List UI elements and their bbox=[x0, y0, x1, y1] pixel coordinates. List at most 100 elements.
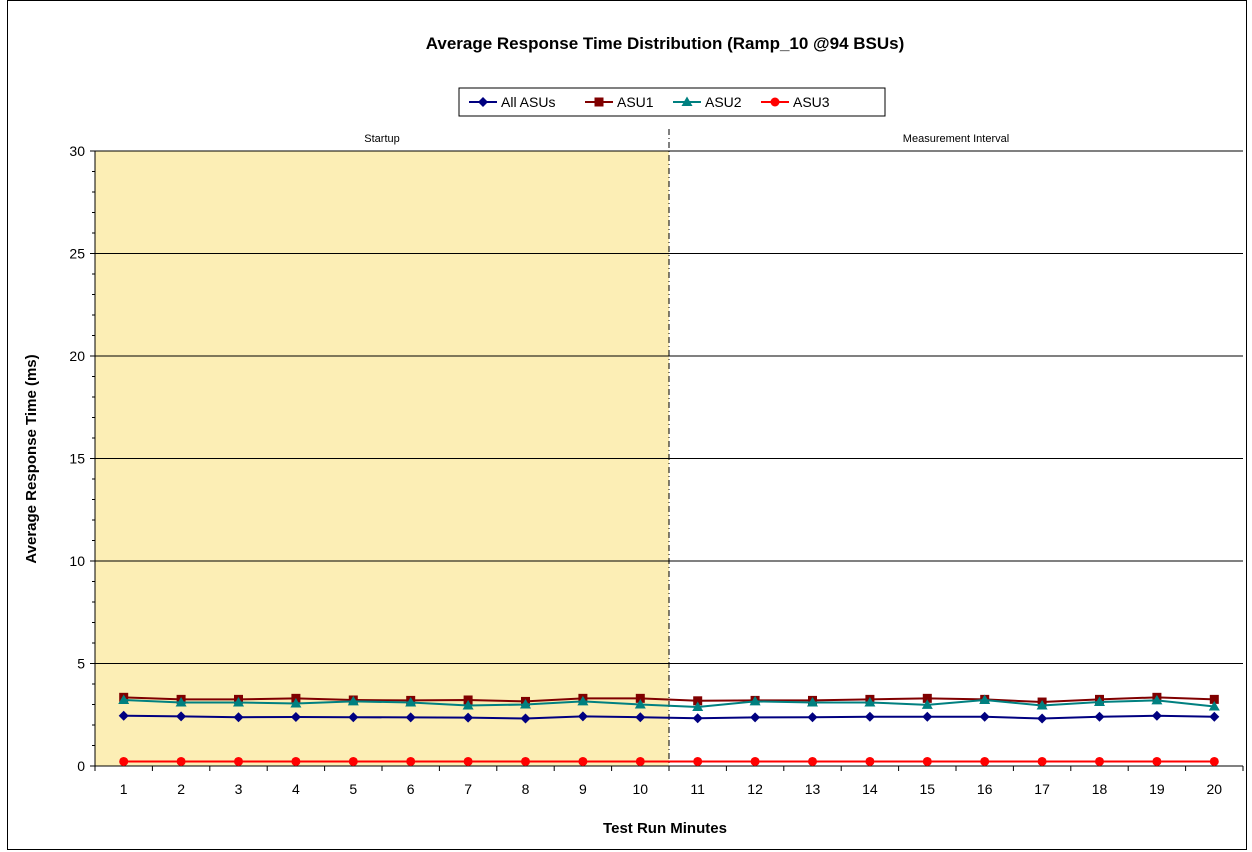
series-line-asu1 bbox=[123, 696, 1215, 704]
data-point-all-asus-18 bbox=[1094, 711, 1105, 722]
y-tick-label-0: 0 bbox=[77, 758, 85, 774]
data-point-asu3-19 bbox=[1152, 756, 1162, 766]
data-point-asu3-18 bbox=[1095, 756, 1104, 766]
x-tick-label-13: 13 bbox=[805, 781, 821, 797]
chart-title: Average Response Time Distribution (Ramp… bbox=[426, 34, 905, 53]
y-tick-label-25: 25 bbox=[69, 246, 85, 262]
data-point-asu2-10 bbox=[634, 699, 646, 709]
data-point-asu2-1 bbox=[118, 694, 130, 704]
data-point-asu3-1 bbox=[119, 756, 129, 766]
x-tick-label-1: 1 bbox=[120, 781, 128, 797]
legend-marker-all-asus bbox=[478, 97, 488, 107]
x-tick-label-8: 8 bbox=[522, 781, 530, 797]
data-point-all-asus-13 bbox=[807, 712, 818, 723]
data-point-asu3-12 bbox=[750, 756, 760, 766]
data-point-all-asus-19 bbox=[1151, 710, 1162, 721]
data-point-asu3-7 bbox=[463, 756, 473, 766]
x-tick-label-18: 18 bbox=[1092, 781, 1108, 797]
data-point-all-asus-15 bbox=[922, 711, 933, 722]
legend-marker-asu3 bbox=[770, 97, 780, 107]
data-point-all-asus-5 bbox=[348, 712, 359, 723]
data-point-all-asus-12 bbox=[750, 712, 761, 723]
data-point-asu2-14 bbox=[864, 696, 876, 707]
data-point-asu2-6 bbox=[405, 696, 417, 707]
data-point-asu2-5 bbox=[347, 695, 359, 706]
data-point-asu3-13 bbox=[808, 756, 817, 766]
x-tick-label-5: 5 bbox=[349, 781, 357, 797]
data-point-asu2-2 bbox=[175, 696, 187, 707]
data-point-all-asus-3 bbox=[233, 712, 244, 723]
data-point-asu2-7 bbox=[462, 700, 474, 710]
legend-label-asu3: ASU3 bbox=[793, 94, 830, 110]
data-point-asu3-20 bbox=[1209, 756, 1219, 766]
x-tick-label-17: 17 bbox=[1034, 781, 1050, 797]
data-point-asu2-13 bbox=[807, 696, 818, 707]
data-point-asu3-6 bbox=[406, 756, 416, 766]
data-point-all-asus-17 bbox=[1037, 713, 1048, 724]
data-point-asu3-15 bbox=[922, 756, 932, 766]
data-point-asu3-17 bbox=[1037, 756, 1047, 766]
data-point-asu1-15 bbox=[922, 693, 932, 703]
data-point-asu1-11 bbox=[693, 696, 703, 706]
x-tick-label-9: 9 bbox=[579, 781, 587, 797]
data-point-asu1-10 bbox=[635, 693, 645, 703]
data-point-asu3-9 bbox=[578, 756, 588, 766]
data-point-asu2-16 bbox=[979, 694, 991, 704]
x-axis-title: Test Run Minutes bbox=[603, 820, 727, 837]
data-point-asu3-4 bbox=[291, 756, 301, 766]
y-tick-label-5: 5 bbox=[77, 656, 85, 672]
data-point-all-asus-11 bbox=[692, 713, 703, 724]
data-point-asu2-15 bbox=[921, 699, 933, 709]
data-point-asu2-20 bbox=[1208, 701, 1220, 711]
plot-layer: Startup Measurement Interval0510152025301… bbox=[69, 129, 1244, 797]
y-tick-label-30: 30 bbox=[69, 143, 85, 159]
data-point-asu3-10 bbox=[635, 756, 645, 766]
data-point-asu3-8 bbox=[521, 756, 530, 766]
region-label-measurement: Measurement Interval bbox=[903, 133, 1009, 145]
data-point-all-asus-2 bbox=[176, 711, 187, 722]
data-point-all-asus-9 bbox=[577, 711, 588, 722]
data-point-asu2-8 bbox=[520, 699, 531, 709]
legend: All ASUs ASU1 ASU2 ASU3 bbox=[458, 87, 886, 117]
series-line-all-asus bbox=[123, 714, 1215, 720]
x-tick-label-16: 16 bbox=[977, 781, 993, 797]
data-point-asu2-4 bbox=[290, 697, 302, 708]
x-tick-label-3: 3 bbox=[235, 781, 243, 797]
data-point-asu3-2 bbox=[176, 756, 186, 766]
data-point-asu2-11 bbox=[692, 701, 704, 711]
x-tick-label-4: 4 bbox=[292, 781, 300, 797]
data-point-all-asus-6 bbox=[405, 712, 416, 723]
legend-label-asu1: ASU1 bbox=[617, 94, 654, 110]
y-axis-title: Average Response Time (ms) bbox=[23, 354, 40, 563]
data-point-all-asus-7 bbox=[463, 712, 474, 723]
data-point-all-asus-16 bbox=[979, 711, 990, 722]
data-point-asu3-14 bbox=[865, 756, 875, 766]
data-point-asu2-3 bbox=[233, 696, 244, 707]
chart-svg: Average Response Time Distribution (Ramp… bbox=[23, 34, 1244, 837]
x-tick-label-11: 11 bbox=[690, 781, 705, 797]
x-tick-label-6: 6 bbox=[407, 781, 415, 797]
x-tick-label-15: 15 bbox=[920, 781, 936, 797]
data-point-asu1-7 bbox=[463, 695, 473, 705]
data-point-asu2-19 bbox=[1151, 694, 1163, 705]
data-point-asu2-18 bbox=[1094, 696, 1105, 707]
data-point-asu3-3 bbox=[234, 756, 243, 766]
data-point-all-asus-10 bbox=[635, 712, 646, 723]
y-tick-label-15: 15 bbox=[69, 451, 85, 467]
data-point-asu2-9 bbox=[577, 695, 589, 706]
chart-frame: Average Response Time Distribution (Ramp… bbox=[7, 0, 1247, 850]
y-tick-label-20: 20 bbox=[69, 348, 85, 364]
data-point-all-asus-14 bbox=[864, 711, 875, 722]
legend-marker-asu1 bbox=[594, 97, 604, 107]
region-label-startup: Startup bbox=[364, 133, 399, 145]
y-tick-label-10: 10 bbox=[69, 553, 85, 569]
data-point-asu2-17 bbox=[1036, 700, 1048, 710]
x-tick-label-12: 12 bbox=[747, 781, 763, 797]
data-point-asu3-11 bbox=[693, 756, 703, 766]
legend-marker-asu2 bbox=[681, 96, 693, 106]
x-tick-label-10: 10 bbox=[633, 781, 649, 797]
legend-label-all-asus: All ASUs bbox=[501, 94, 555, 110]
data-point-asu3-5 bbox=[348, 756, 358, 766]
data-point-all-asus-8 bbox=[520, 713, 531, 724]
data-point-all-asus-20 bbox=[1209, 711, 1220, 722]
